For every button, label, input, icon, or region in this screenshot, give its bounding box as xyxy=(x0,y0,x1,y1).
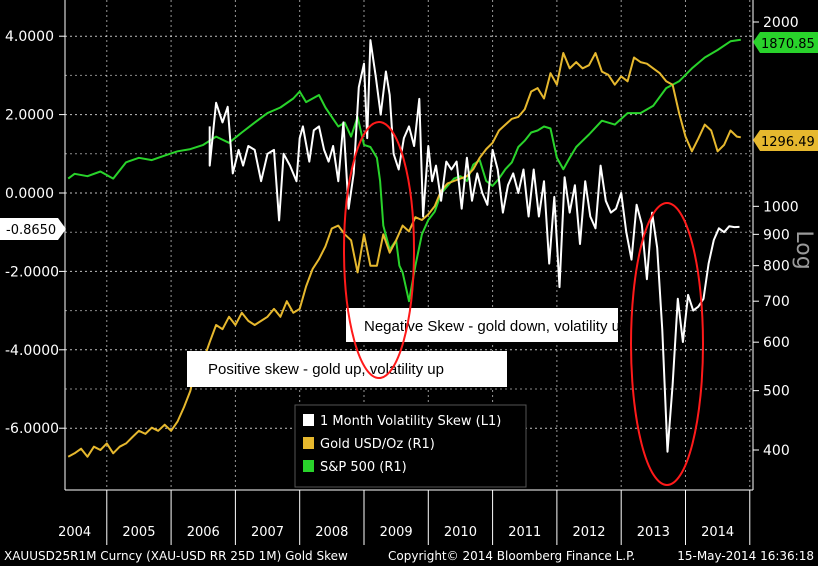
left-tick-label-3: -2.0000 xyxy=(5,264,59,280)
annotation-positive-skew: Positive skew - gold up, volatility up xyxy=(187,351,507,387)
x-tick-label-2009: 2009 xyxy=(380,525,413,540)
x-tick-label-2011: 2011 xyxy=(508,525,541,540)
x-tick-label-2014: 2014 xyxy=(701,525,734,540)
x-tick-labels: 2004 2005 2006 2007 2008 2009 2010 2011 2012 2013… xyxy=(58,525,734,540)
footer-timestamp: 15-May-2014 16:36:18 xyxy=(677,549,814,563)
right-axis-label: Log xyxy=(791,230,816,269)
legend-label-skew: 1 Month Volatility Skew (L1) xyxy=(320,414,501,429)
last-value-sp500-text: 1870.85 xyxy=(761,37,815,52)
annotation-positive-text: Positive skew - gold up, volatility up xyxy=(208,361,444,378)
legend-label-gold: Gold USD/Oz (R1) xyxy=(320,437,435,452)
footer-copyright: Copyright© 2014 Bloomberg Finance L.P. xyxy=(388,549,635,563)
highlight-ellipse-2009 xyxy=(343,121,415,379)
annotation-negative-skew: Negative Skew - gold down, volatility up xyxy=(346,308,628,342)
left-tick-labels: 4.0000 2.0000 0.0000 -2.0000 -4.0000 -6.0000 xyxy=(5,29,65,437)
x-tick-label-2004: 2004 xyxy=(58,525,91,540)
series-line-2 xyxy=(67,38,741,303)
last-value-tag-skew: -0.8650 xyxy=(0,218,66,240)
right-tick-label-5: 600 xyxy=(763,335,790,351)
left-tick-label-1: 2.0000 xyxy=(5,108,54,124)
right-tick-label-3: 800 xyxy=(763,259,790,275)
left-tick-label-4: -4.0000 xyxy=(5,343,59,359)
series-line-0 xyxy=(208,39,740,453)
series-line-1 xyxy=(67,52,741,458)
x-tick-label-2008: 2008 xyxy=(315,525,348,540)
right-tick-label-1: 1000 xyxy=(763,199,799,215)
x-tick-label-2013: 2013 xyxy=(637,525,670,540)
right-tick-labels: 2000 1000 900 800 700 600 500 400 xyxy=(753,15,799,459)
legend-label-sp500: S&P 500 (R1) xyxy=(320,460,407,475)
legend-swatch-sp500 xyxy=(303,460,314,472)
footer-ticker: XAUUSD25R1M Curncy (XAU-USD RR 25D 1M) G… xyxy=(4,549,348,563)
right-tick-label-7: 400 xyxy=(763,443,790,459)
last-value-gold-text: 1296.49 xyxy=(761,135,815,150)
last-value-tag-gold: 1296.49 xyxy=(753,130,818,151)
x-tick-label-2007: 2007 xyxy=(251,525,284,540)
right-tick-label-6: 500 xyxy=(763,384,790,400)
left-tick-label-0: 4.0000 xyxy=(5,29,54,45)
legend: 1 Month Volatility Skew (L1) Gold USD/Oz… xyxy=(294,404,527,488)
left-tick-label-5: -6.0000 xyxy=(5,421,59,437)
x-tick-label-2006: 2006 xyxy=(187,525,220,540)
legend-swatch-skew xyxy=(303,414,314,426)
right-tick-label-4: 700 xyxy=(763,294,790,310)
highlight-ellipse-2013 xyxy=(630,202,704,486)
right-tick-label-0: 2000 xyxy=(763,15,799,31)
x-tick-label-2012: 2012 xyxy=(572,525,605,540)
left-tick-label-2: 0.0000 xyxy=(5,186,54,202)
right-tick-label-2: 900 xyxy=(763,227,790,243)
x-tick-label-2010: 2010 xyxy=(444,525,477,540)
annotation-negative-text: Negative Skew - gold down, volatility up xyxy=(364,318,628,335)
last-value-tag-sp500: 1870.85 xyxy=(753,32,818,53)
series-lines xyxy=(67,38,741,458)
x-tick-label-2005: 2005 xyxy=(122,525,155,540)
legend-swatch-gold xyxy=(303,437,314,449)
last-value-skew-text: -0.8650 xyxy=(6,223,56,238)
